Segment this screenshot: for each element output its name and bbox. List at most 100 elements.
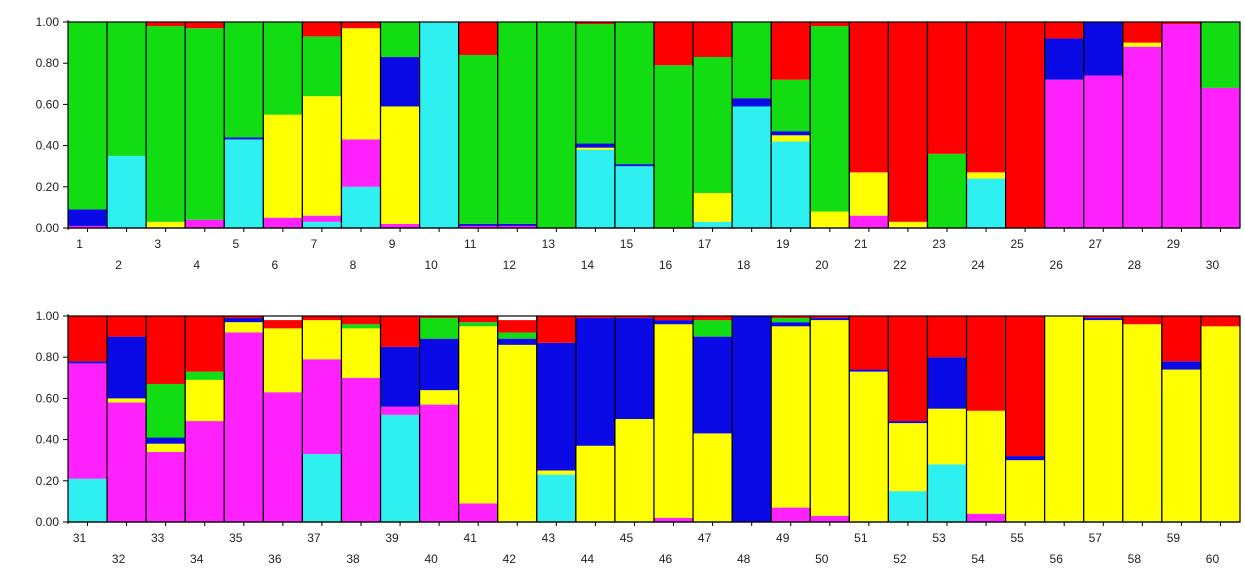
bar-segment-green — [107, 22, 147, 156]
y-tick-label: 0.60 — [36, 391, 60, 405]
bar-segment-blue — [888, 421, 928, 424]
x-tick-label: 5 — [232, 237, 239, 251]
bar-segment-red — [1161, 316, 1201, 362]
x-tick-label: 6 — [272, 258, 279, 272]
bar-segment-yellow — [771, 326, 811, 508]
bar-segment-green — [458, 54, 498, 224]
bar-segment-magenta — [1083, 75, 1123, 228]
bar-segment-blue — [1005, 456, 1045, 461]
bar-segment-magenta — [654, 517, 694, 522]
bar-segment-green — [146, 383, 186, 438]
bar-segment-yellow — [341, 28, 381, 140]
bar-segment-green — [536, 22, 576, 228]
bar-segment-blue — [849, 369, 889, 372]
x-tick-label: 13 — [542, 237, 556, 251]
bar-segment-green — [654, 65, 694, 228]
x-tick-label: 58 — [1128, 552, 1142, 566]
x-tick-label: 34 — [190, 552, 204, 566]
bar-segment-yellow — [107, 398, 147, 403]
bar-segment-red — [575, 22, 615, 25]
bar-segment-blue — [68, 209, 108, 226]
bar-segment-green — [185, 371, 225, 380]
x-tick-label: 18 — [737, 258, 751, 272]
bar-segment-red — [888, 22, 928, 222]
x-tick-label: 51 — [854, 531, 868, 545]
bar-segment-red — [458, 22, 498, 55]
bar-segment-green — [419, 318, 459, 339]
bar-segment-yellow — [810, 211, 850, 228]
x-tick-label: 31 — [73, 531, 87, 545]
x-tick-label: 55 — [1010, 531, 1024, 545]
bar-segment-magenta — [458, 503, 498, 522]
bar-segment-green — [458, 322, 498, 327]
bar-segment-blue — [224, 137, 264, 140]
bar-segment-red — [1122, 22, 1162, 43]
bar-segment-blue — [575, 143, 615, 148]
bar-segment-red — [341, 316, 381, 325]
bar-segment-blue — [1044, 38, 1084, 80]
bar-segment-yellow — [263, 328, 303, 393]
bar-segment-blue — [536, 342, 576, 471]
x-tick-label: 23 — [932, 237, 946, 251]
bar-segment-cyan — [966, 178, 1006, 228]
bar-segment-red — [966, 316, 1006, 411]
bar-segment-magenta — [458, 225, 498, 228]
bar-segment-red — [614, 316, 654, 319]
bar-segment-yellow — [614, 419, 654, 522]
bar-segment-green — [497, 22, 537, 224]
bar-segment-magenta — [263, 217, 303, 228]
x-tick-label: 29 — [1167, 237, 1181, 251]
bar-segment-red — [1083, 316, 1123, 319]
bar-segment-red — [927, 22, 967, 154]
x-tick-label: 1 — [76, 237, 83, 251]
x-tick-label: 32 — [112, 552, 126, 566]
bar-segment-cyan — [888, 491, 928, 522]
bar-segment-yellow — [693, 192, 733, 222]
bar-segment-yellow — [185, 379, 225, 422]
bar-segment-blue — [693, 336, 733, 434]
bar-segment-green — [302, 36, 342, 97]
bar-segment-cyan — [771, 141, 811, 228]
bar-segment-yellow — [966, 172, 1006, 179]
bar-segment-green — [693, 57, 733, 193]
bar-segment-red — [1200, 316, 1240, 327]
y-tick-label: 0.60 — [36, 97, 60, 111]
bar-segment-red — [1005, 22, 1045, 228]
bar-segment-red — [302, 316, 342, 321]
bar-segment-green — [341, 324, 381, 329]
x-tick-label: 53 — [932, 531, 946, 545]
x-tick-label: 45 — [620, 531, 634, 545]
bar-segment-yellow — [849, 172, 889, 216]
x-tick-label: 3 — [154, 237, 161, 251]
bar-segment-blue — [1083, 318, 1123, 321]
bar-segment-yellow — [224, 322, 264, 333]
bar-segment-magenta — [1122, 46, 1162, 228]
bar-segment-magenta — [810, 515, 850, 522]
x-tick-label: 43 — [542, 531, 556, 545]
bar-segment-blue — [380, 346, 420, 407]
x-tick-label: 24 — [971, 258, 985, 272]
x-tick-label: 17 — [698, 237, 712, 251]
bar-segment-magenta — [341, 377, 381, 522]
y-tick-label: 0.20 — [36, 474, 60, 488]
x-tick-label: 49 — [776, 531, 790, 545]
x-tick-label: 10 — [424, 258, 438, 272]
bar-segment-green — [771, 318, 811, 323]
x-tick-label: 57 — [1089, 531, 1103, 545]
bar-segment-red — [458, 316, 498, 323]
bar-segment-magenta — [68, 363, 108, 479]
bar-segment-green — [146, 26, 186, 222]
bar-segment-magenta — [849, 215, 889, 228]
bar-segment-magenta — [185, 421, 225, 522]
x-tick-label: 41 — [464, 531, 478, 545]
bar-segment-green — [693, 320, 733, 337]
x-tick-label: 40 — [424, 552, 438, 566]
bar-segment-blue — [380, 57, 420, 107]
x-tick-label: 60 — [1206, 552, 1220, 566]
bar-segment-yellow — [771, 135, 811, 142]
x-tick-label: 48 — [737, 552, 751, 566]
bar-segment-cyan — [302, 454, 342, 522]
panel-2: 0.00 0.20 0.40 0.60 0.80 1.00 31 32 33 34 35 36 37 38… — [36, 309, 1241, 566]
bar-segment-red — [341, 22, 381, 29]
